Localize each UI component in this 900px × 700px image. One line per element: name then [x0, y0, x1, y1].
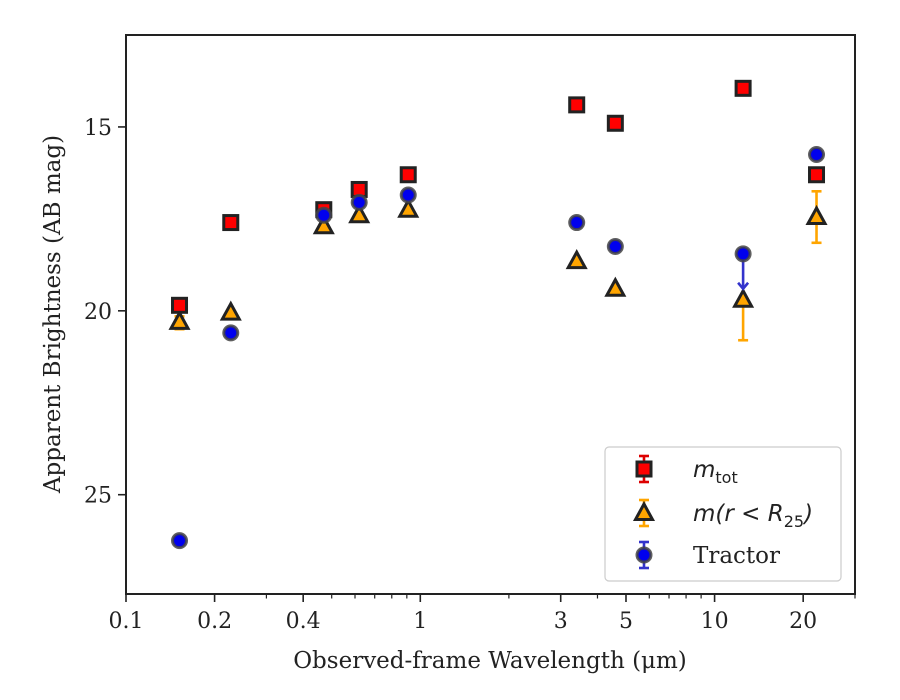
- data-point-circle: [568, 214, 586, 232]
- legend-marker-circle: [635, 546, 653, 564]
- data-point-square: [222, 214, 240, 232]
- data-point-circle: [350, 193, 368, 211]
- data-point-square: [399, 166, 417, 184]
- x-tick-label: 20: [789, 609, 817, 634]
- data-point-triangle: [805, 204, 828, 226]
- x-tick-label: 1: [413, 609, 427, 634]
- x-tick-label: 10: [701, 609, 729, 634]
- x-tick-label: 3: [554, 609, 568, 634]
- y-tick-label: 15: [84, 116, 112, 141]
- data-point-square: [808, 166, 826, 184]
- data-point-triangle: [348, 203, 371, 224]
- series-triangle: [168, 189, 828, 342]
- data-point-triangle: [565, 249, 588, 270]
- y-tick-label: 25: [84, 484, 112, 509]
- legend-entry: Tractor: [635, 540, 780, 570]
- legend-label: m(r < R25): [693, 501, 813, 531]
- data-point-triangle: [219, 300, 242, 321]
- data-point-triangle: [732, 287, 755, 308]
- data-point-circle: [808, 146, 826, 164]
- data-point-square: [734, 79, 752, 97]
- legend-entry: m(r < R25): [632, 498, 813, 531]
- ticks-layer: 0.1 0.2 0.4 1 3 5 10 20 15 20 25: [84, 116, 856, 634]
- data-point-triangle: [604, 276, 627, 297]
- series-circle: [171, 146, 826, 550]
- upper-limit-arrow: [737, 281, 750, 291]
- x-tick-label: 0.1: [109, 609, 144, 634]
- legend-box: [604, 446, 842, 582]
- x-axis-label: Observed-frame Wavelength (μm): [293, 648, 687, 674]
- legend-label: Tractor: [693, 543, 780, 569]
- data-point-circle: [399, 186, 417, 204]
- data-point-circle: [734, 245, 752, 263]
- data-point-square: [171, 296, 189, 314]
- data-point-triangle: [397, 197, 420, 218]
- data-point-circle: [606, 237, 624, 255]
- data-point-triangle: [312, 214, 335, 235]
- plot-frame: [125, 34, 856, 595]
- data-point-square: [568, 96, 586, 114]
- data-point-circle: [222, 324, 240, 342]
- x-tick-label: 0.2: [197, 609, 232, 634]
- data-layer: [168, 79, 828, 550]
- data-point-circle: [171, 532, 189, 550]
- legend-marker-triangle: [632, 500, 656, 521]
- data-point-square: [606, 114, 624, 132]
- x-tick-label: 0.4: [286, 609, 321, 634]
- data-point-triangle: [168, 309, 191, 330]
- legend-marker-square: [635, 460, 653, 478]
- y-tick-label: 20: [84, 300, 112, 325]
- y-axis-label: Apparent Brightness (AB mag): [40, 135, 66, 494]
- data-point-circle: [315, 206, 333, 224]
- x-tick-label: 5: [619, 609, 633, 634]
